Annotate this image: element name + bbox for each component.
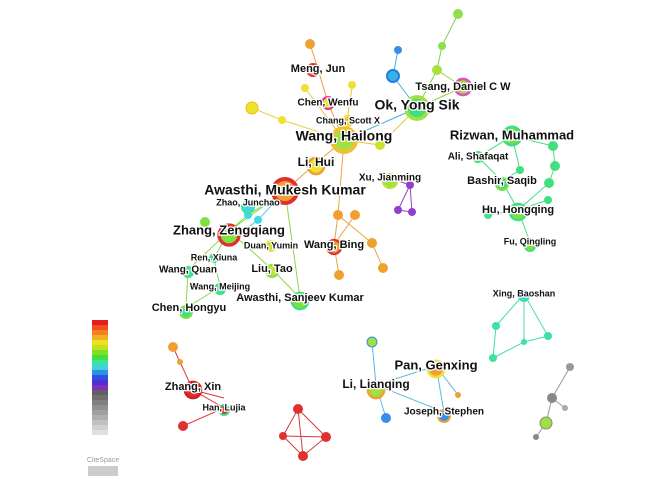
labeled-nodes: Meng, Jun Chen, Wenfu Chang, Scott X Ok, Yo…	[150, 62, 575, 423]
node	[218, 404, 230, 416]
legend-swatch	[92, 430, 108, 435]
legend-swatch	[92, 415, 108, 420]
node	[501, 125, 523, 147]
node	[271, 177, 299, 205]
node	[217, 223, 241, 247]
node	[179, 305, 193, 319]
node-label: Zhang, Zengqiang	[173, 222, 285, 237]
node	[290, 291, 310, 311]
node-label: Meng, Jun	[291, 63, 346, 75]
node-label: Ali, Shafaqat	[448, 152, 509, 163]
node-label: Wang, Quan	[159, 265, 217, 276]
node-label: Xu, Jianming	[359, 173, 421, 184]
legend-swatch	[92, 375, 108, 380]
node	[321, 96, 335, 110]
node-label: Fu, Qingling	[504, 236, 557, 246]
legend-swatch	[92, 350, 108, 355]
node-label: Li, Hui	[298, 155, 335, 169]
node	[437, 409, 451, 423]
node-label: Chen, Hongyu	[152, 302, 227, 314]
node-label: Hu, Hongqing	[482, 204, 554, 216]
node-label: Joseph, Stephen	[404, 407, 484, 418]
node	[183, 380, 203, 400]
node-label: Ren, Xiuna	[191, 252, 239, 262]
node	[209, 253, 219, 263]
legend-swatch	[92, 335, 108, 340]
node-label: Ok, Yong Sik	[374, 97, 459, 113]
legend-swatch	[92, 365, 108, 370]
node-label: Zhao, Junchao	[216, 197, 280, 207]
node	[214, 283, 226, 295]
node-label: Wang, Bing	[304, 239, 364, 251]
logo-text: CiteSpace	[87, 457, 119, 464]
node	[472, 151, 484, 163]
legend-swatch	[92, 360, 108, 365]
node	[508, 202, 528, 222]
node	[241, 200, 255, 214]
legend-swatch	[92, 325, 108, 330]
year-color-legend	[92, 320, 108, 435]
legend-swatch	[92, 370, 108, 375]
node-label: Chang, Scott X	[316, 115, 380, 125]
node-label: Li, Lianqing	[342, 377, 409, 391]
node-label: Wang, Hailong	[296, 128, 393, 144]
legend-swatch	[92, 400, 108, 405]
node	[518, 290, 530, 302]
legend-swatch	[92, 330, 108, 335]
node	[453, 77, 473, 97]
legend-swatch	[92, 320, 108, 325]
node-label: Wang, Meijing	[190, 281, 250, 291]
legend-swatch	[92, 385, 108, 390]
node-label: Tsang, Daniel C W	[415, 81, 511, 93]
legend-swatch	[92, 405, 108, 410]
node	[182, 266, 194, 278]
node	[265, 240, 277, 252]
node-label: Zhang, Xin	[165, 381, 222, 393]
legend-swatch	[92, 420, 108, 425]
legend-swatch	[92, 380, 108, 385]
legend-swatch	[92, 340, 108, 345]
node	[524, 240, 536, 252]
legend-swatch	[92, 395, 108, 400]
node-label: Duan, Yumin	[244, 240, 298, 250]
node	[330, 126, 358, 154]
legend-swatch	[92, 410, 108, 415]
legend-swatch	[92, 390, 108, 395]
node	[404, 95, 430, 121]
node	[325, 238, 343, 256]
legend-swatch	[92, 345, 108, 350]
node-label: Awasthi, Mukesh Kumar	[204, 182, 366, 198]
node-label: Bashir, Saqib	[467, 175, 537, 187]
node-label: Xing, Baoshan	[493, 288, 556, 298]
legend-swatch	[92, 425, 108, 430]
minor-nodes	[168, 9, 574, 461]
node-label: Pan, Genxing	[394, 357, 477, 372]
node	[381, 172, 399, 190]
legend-swatch	[92, 355, 108, 360]
node	[306, 156, 326, 176]
logo: CiteSpace	[87, 457, 119, 476]
node-label: Awasthi, Sanjeev Kumar	[236, 292, 364, 304]
node-label: Han, Lujia	[202, 402, 246, 412]
node	[495, 177, 509, 191]
node	[366, 380, 386, 400]
node-label: Chen, Wenfu	[298, 98, 359, 109]
node	[342, 115, 354, 127]
node	[306, 63, 320, 77]
node-label: Liu, Tao	[251, 263, 293, 275]
node	[426, 359, 446, 379]
node-label: Rizwan, Muhammad	[450, 127, 574, 142]
node	[265, 264, 279, 278]
